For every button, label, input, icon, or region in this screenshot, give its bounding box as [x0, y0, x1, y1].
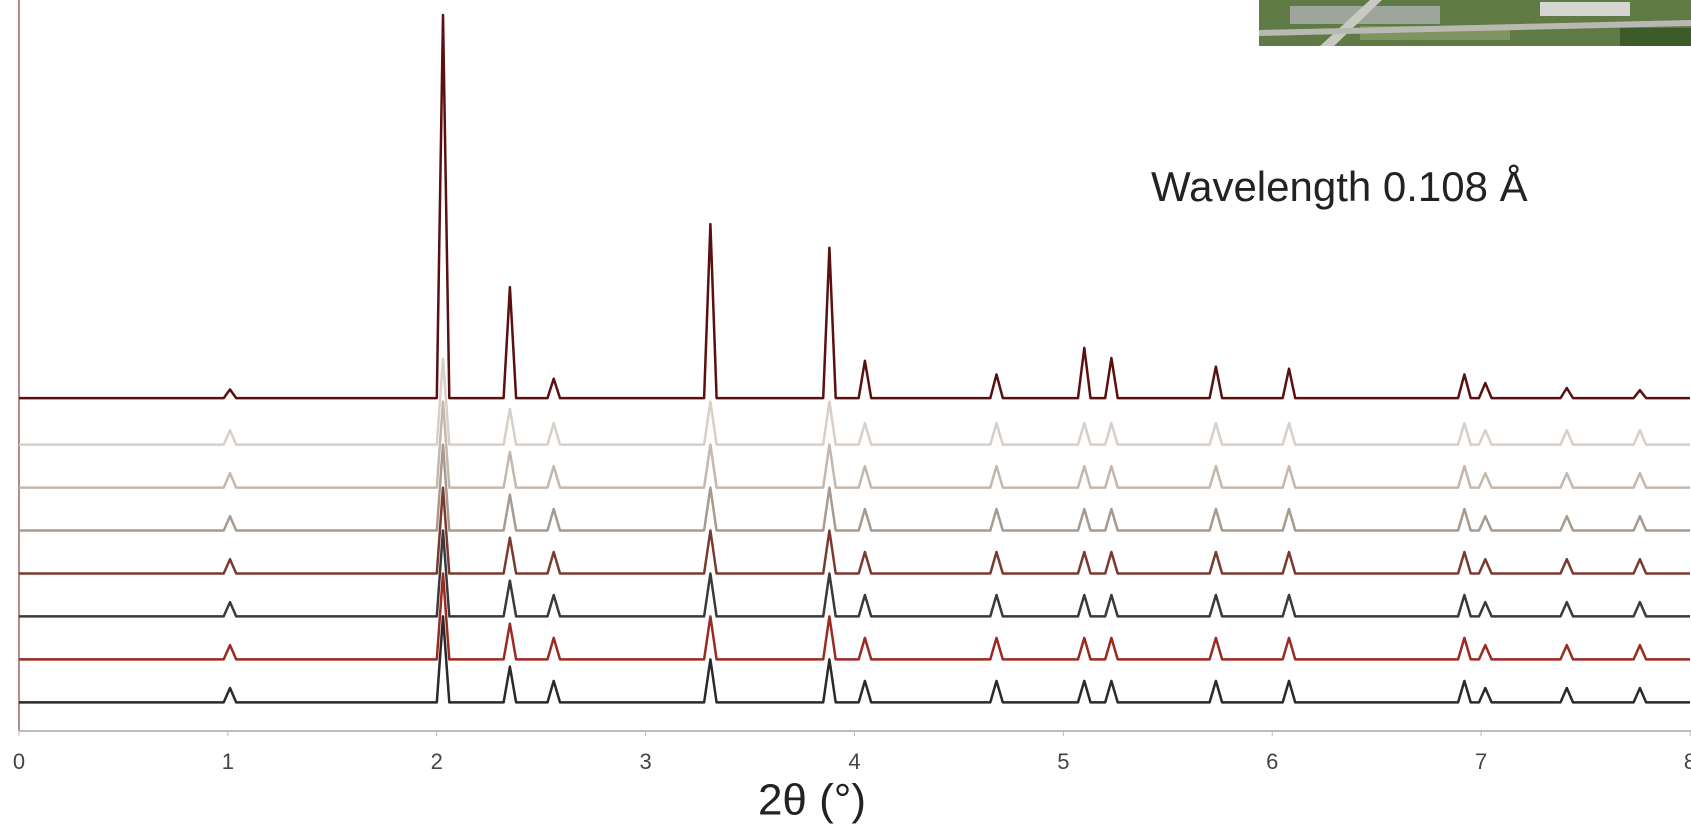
x-tick-label: 8 [1684, 749, 1691, 774]
annotation: Wavelength 0.108 Å [1151, 163, 1528, 210]
pattern-line [19, 443, 1690, 532]
x-tick-label: 6 [1266, 749, 1278, 774]
pattern-line [19, 400, 1690, 489]
x-axis-label: 2θ (°) [758, 776, 866, 825]
pattern-line [19, 13, 1690, 400]
x-tick-label: 1 [222, 749, 234, 774]
pattern-line [19, 357, 1690, 446]
pattern-line [19, 615, 1690, 704]
pattern-line [19, 572, 1690, 661]
x-tick-label: 3 [640, 749, 652, 774]
x-tick-label: 4 [848, 749, 860, 774]
pattern-line [19, 529, 1690, 618]
x-tick-label: 0 [13, 749, 25, 774]
x-tick-label: 5 [1057, 749, 1069, 774]
photo [1259, 0, 1691, 46]
pattern-line [19, 486, 1690, 575]
x-tick-label: 7 [1475, 749, 1487, 774]
x-tick-label: 2 [431, 749, 443, 774]
